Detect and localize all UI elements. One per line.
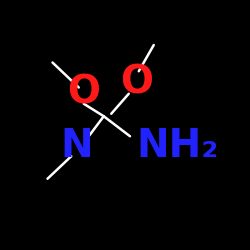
Text: NH₂: NH₂ — [136, 127, 218, 165]
Text: N: N — [60, 127, 92, 165]
Text: O: O — [67, 74, 100, 112]
Text: O: O — [120, 64, 153, 102]
